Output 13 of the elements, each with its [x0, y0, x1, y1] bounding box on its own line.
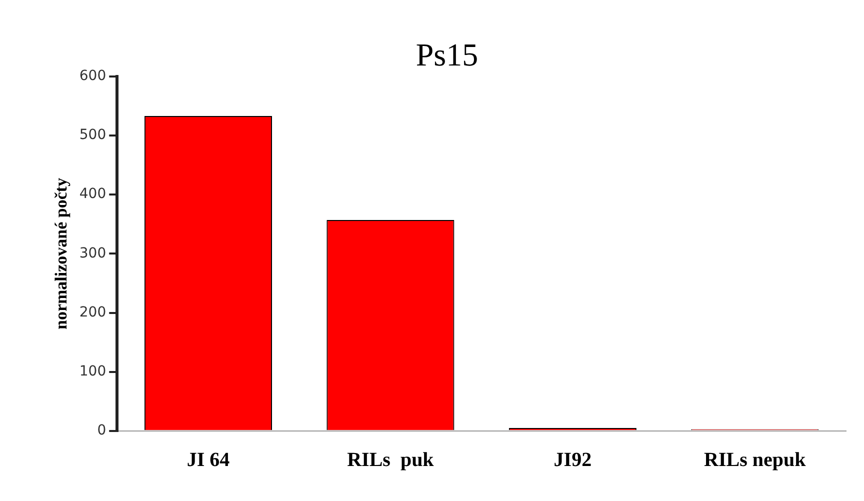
y-tick-label: 600	[79, 68, 106, 84]
y-tick-label: 500	[79, 127, 106, 144]
x-tick-label: RILs nepuk	[704, 449, 807, 472]
x-tick-label: JI92	[554, 449, 592, 472]
chart-title: Ps15	[416, 36, 478, 73]
y-tick-label: 300	[79, 245, 106, 262]
y-tick-label: 200	[79, 304, 106, 320]
y-tick-label: 400	[79, 186, 106, 202]
y-tick-label: 100	[79, 364, 106, 380]
y-tick-label: 0	[97, 422, 106, 439]
x-tick-label: RILs puk	[347, 449, 435, 472]
x-tick-label: JI 64	[186, 449, 230, 472]
y-axis-title: normalizované počty	[52, 177, 71, 330]
